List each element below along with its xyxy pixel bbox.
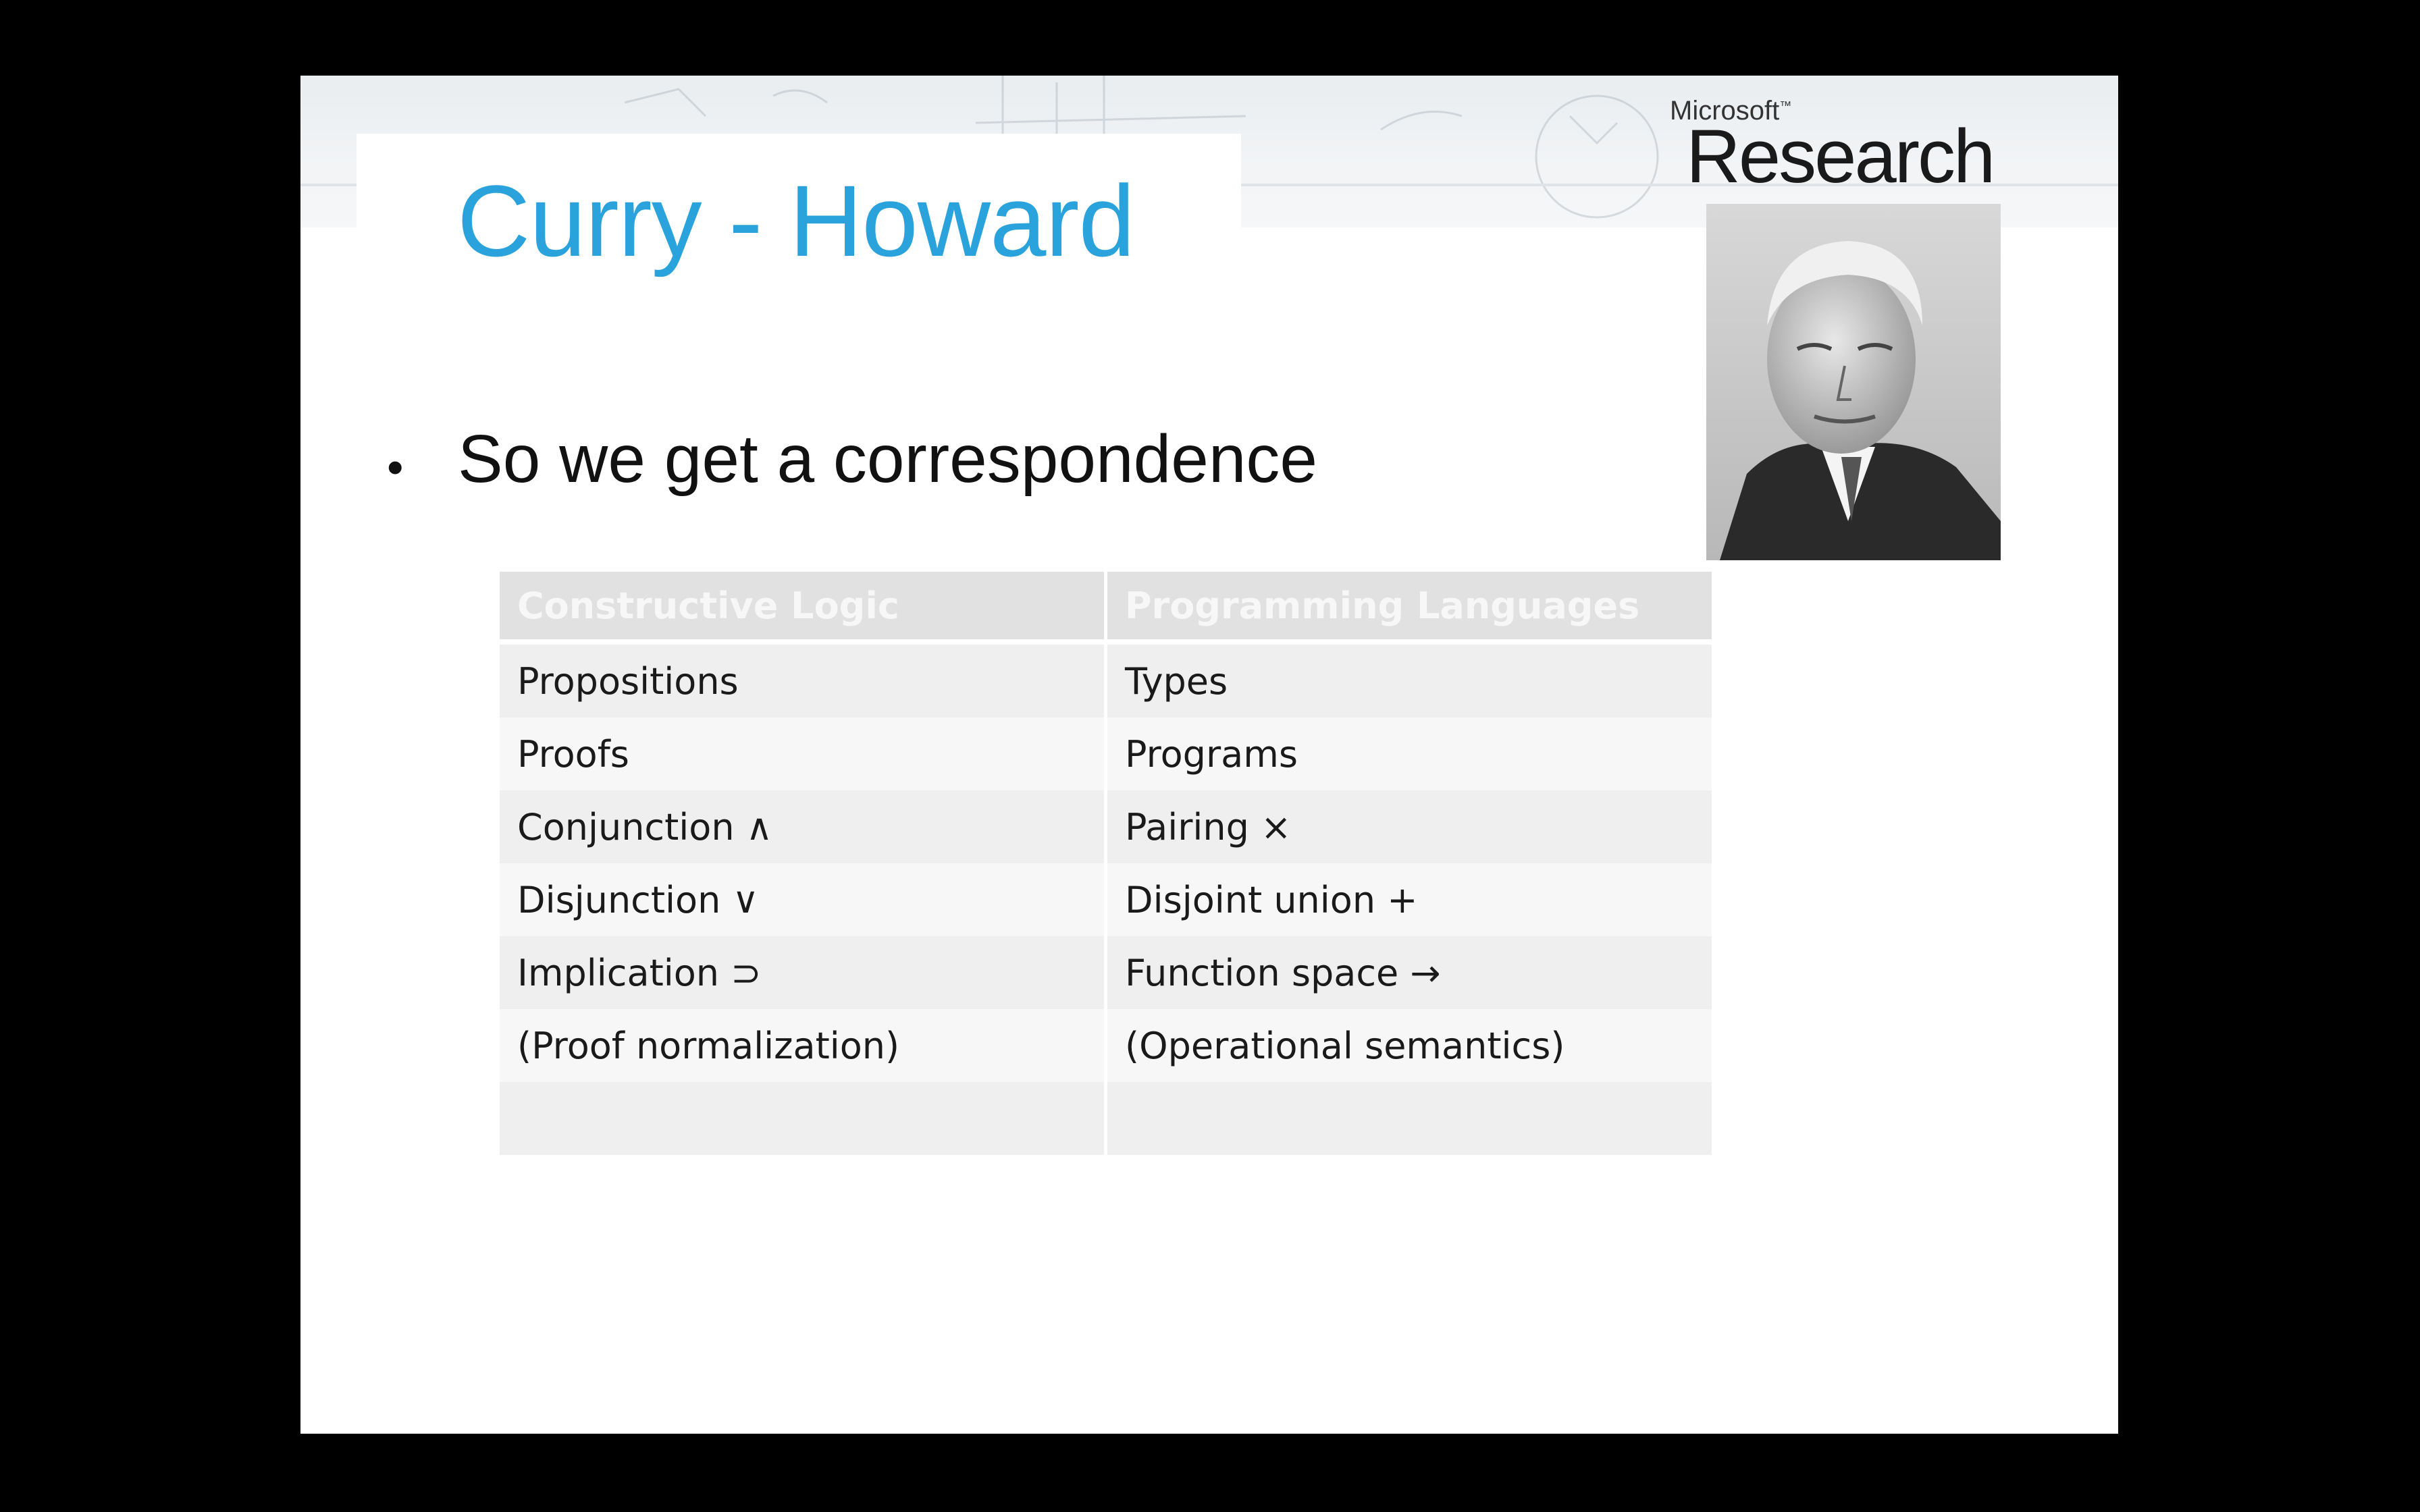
table-row: Implication ⊃ Function space → (500, 936, 1712, 1009)
table-cell: Types (1107, 645, 1712, 718)
table-cell: (Proof normalization) (500, 1009, 1104, 1082)
title-box (357, 134, 1241, 282)
logo-research: Research (1686, 114, 1995, 198)
bullet-marker: • (387, 441, 404, 493)
header-sketch-decoration (624, 76, 1659, 219)
slide: Curry - Howard Microsoft™ Research • So … (300, 76, 2118, 1434)
portrait-photo (1706, 204, 2001, 560)
table-cell: Pairing × (1107, 790, 1712, 863)
table-row: Conjunction ∧ Pairing × (500, 790, 1712, 863)
table-row: (Proof normalization) (Operational seman… (500, 1009, 1712, 1082)
slide-title: Curry - Howard (457, 164, 1135, 277)
table-row: Propositions Types (500, 645, 1712, 718)
table-cell: Disjoint union + (1107, 863, 1712, 936)
table-cell (500, 1082, 1104, 1155)
table-header-row: Constructive Logic Programming Languages (500, 572, 1712, 639)
table-cell: Propositions (500, 645, 1104, 718)
table-cell: Disjunction ∨ (500, 863, 1104, 936)
logo-microsoft: Microsoft™ (1670, 96, 1792, 126)
table-cell: Implication ⊃ (500, 936, 1104, 1009)
table-cell: Function space → (1107, 936, 1712, 1009)
table-header-cell: Programming Languages (1107, 572, 1712, 639)
table-cell: Proofs (500, 718, 1104, 790)
table-header-cell: Constructive Logic (500, 572, 1104, 639)
correspondence-table: Constructive Logic Programming Languages… (500, 572, 1712, 1155)
table-cell: Conjunction ∧ (500, 790, 1104, 863)
table-cell (1107, 1082, 1712, 1155)
bullet-text: So we get a correspondence (458, 421, 1318, 497)
table-cell: (Operational semantics) (1107, 1009, 1712, 1082)
table-row: Disjunction ∨ Disjoint union + (500, 863, 1712, 936)
table-row (500, 1082, 1712, 1155)
table-cell: Programs (1107, 718, 1712, 790)
table-row: Proofs Programs (500, 718, 1712, 790)
